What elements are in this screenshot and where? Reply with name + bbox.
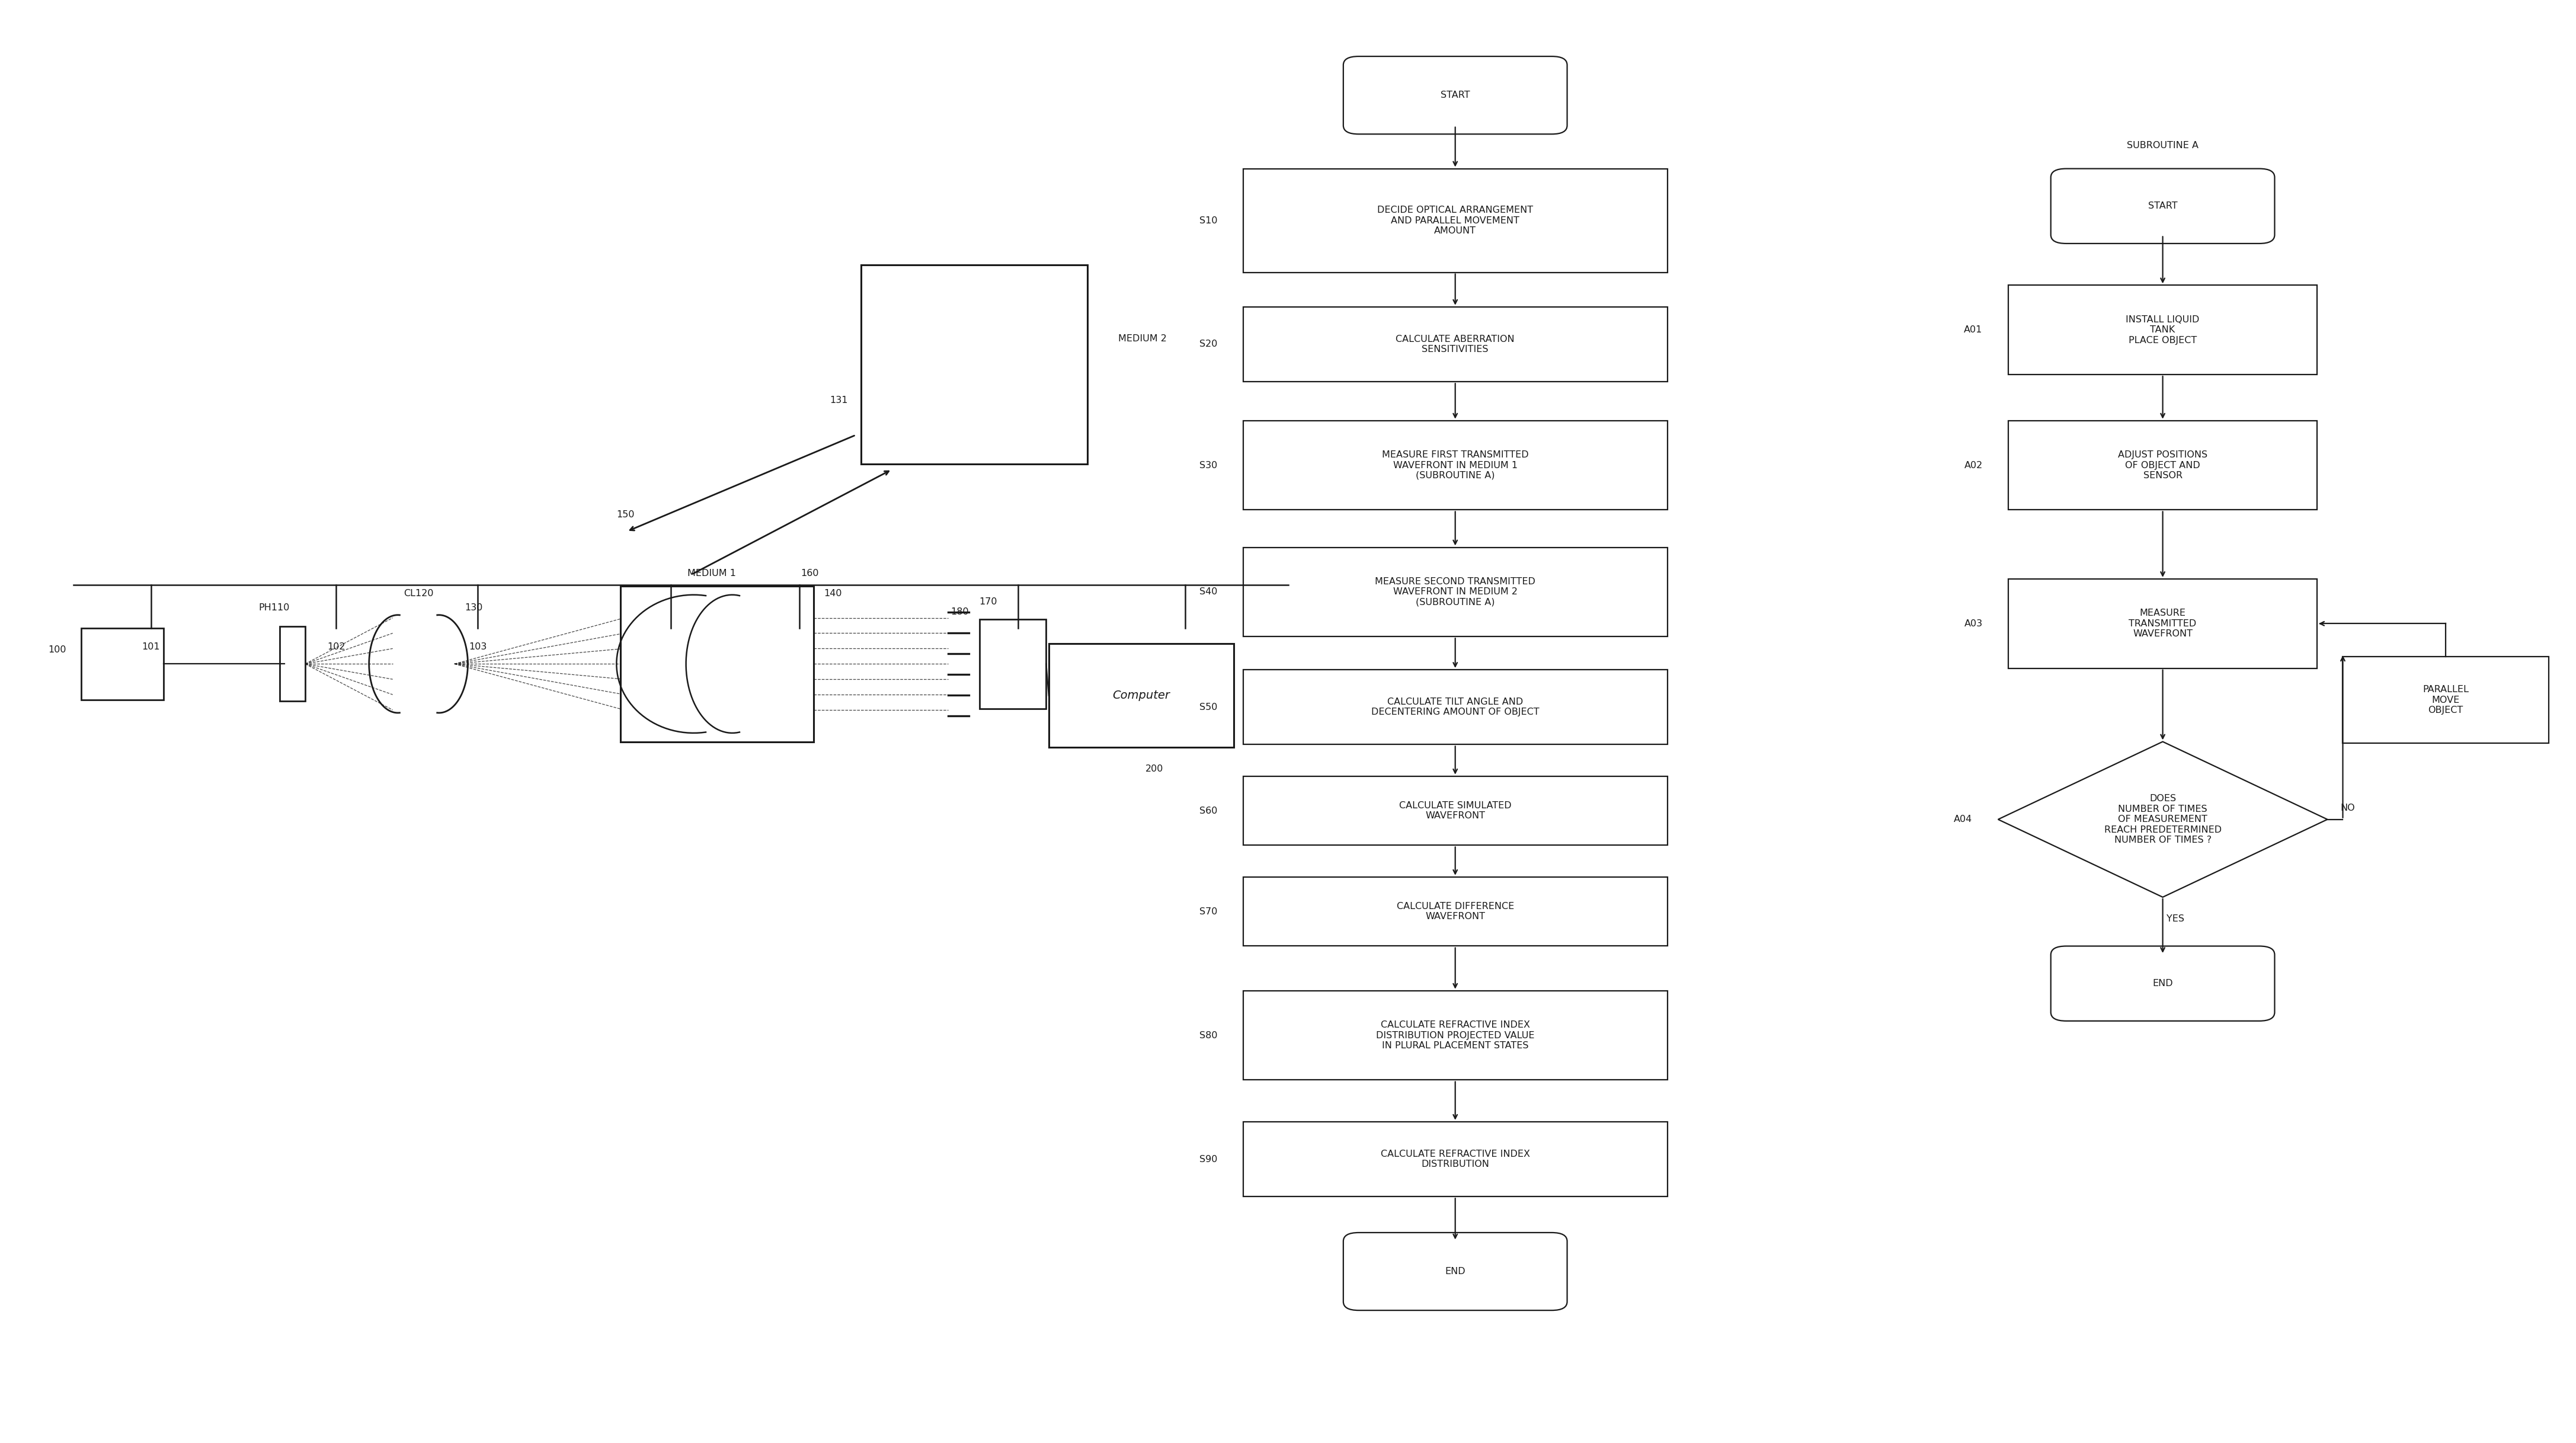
Text: S90: S90 <box>1200 1154 1218 1163</box>
Text: CALCULATE DIFFERENCE
WAVEFRONT: CALCULATE DIFFERENCE WAVEFRONT <box>1396 902 1515 921</box>
Text: YES: YES <box>2166 915 2184 924</box>
Text: 170: 170 <box>979 597 997 606</box>
Text: MEASURE
TRANSMITTED
WAVEFRONT: MEASURE TRANSMITTED WAVEFRONT <box>2128 609 2197 638</box>
Text: 131: 131 <box>829 395 848 405</box>
Bar <box>2342 657 2548 743</box>
Text: CALCULATE ABERRATION
SENSITIVITIES: CALCULATE ABERRATION SENSITIVITIES <box>1396 335 1515 354</box>
Polygon shape <box>1999 742 2326 898</box>
Text: DECIDE OPTICAL ARRANGEMENT
AND PARALLEL MOVEMENT
AMOUNT: DECIDE OPTICAL ARRANGEMENT AND PARALLEL … <box>1378 206 1533 235</box>
Text: S30: S30 <box>1200 460 1218 469</box>
Bar <box>1244 307 1667 382</box>
Text: MEASURE SECOND TRANSMITTED
WAVEFRONT IN MEDIUM 2
(SUBROUTINE A): MEASURE SECOND TRANSMITTED WAVEFRONT IN … <box>1376 577 1535 606</box>
Bar <box>1244 877 1667 947</box>
Text: 140: 140 <box>824 589 842 597</box>
Bar <box>621 586 814 742</box>
Text: S60: S60 <box>1200 807 1218 815</box>
Text: NO: NO <box>2339 804 2354 812</box>
Text: CALCULATE REFRACTIVE INDEX
DISTRIBUTION: CALCULATE REFRACTIVE INDEX DISTRIBUTION <box>1381 1150 1530 1169</box>
Bar <box>621 586 814 742</box>
Text: S80: S80 <box>1200 1030 1218 1040</box>
Bar <box>1244 1121 1667 1196</box>
Text: CALCULATE TILT ANGLE AND
DECENTERING AMOUNT OF OBJECT: CALCULATE TILT ANGLE AND DECENTERING AMO… <box>1370 697 1540 717</box>
Bar <box>2009 286 2316 375</box>
Text: PH110: PH110 <box>258 603 291 612</box>
Text: PARALLEL
MOVE
OBJECT: PARALLEL MOVE OBJECT <box>2421 685 2468 714</box>
Text: START: START <box>1440 91 1471 100</box>
Text: 100: 100 <box>49 645 67 654</box>
Text: ADJUST POSITIONS
OF OBJECT AND
SENSOR: ADJUST POSITIONS OF OBJECT AND SENSOR <box>2117 450 2208 481</box>
Bar <box>1244 776 1667 846</box>
Text: CALCULATE SIMULATED
WAVEFRONT: CALCULATE SIMULATED WAVEFRONT <box>1399 801 1512 821</box>
Bar <box>860 266 1087 463</box>
Bar <box>1048 644 1234 747</box>
Text: SUBROUTINE A: SUBROUTINE A <box>2128 141 2197 150</box>
FancyBboxPatch shape <box>2050 169 2275 244</box>
Bar <box>1244 547 1667 636</box>
Text: END: END <box>2154 980 2174 988</box>
Bar <box>2009 420 2316 509</box>
Text: MEDIUM 2: MEDIUM 2 <box>1118 335 1167 343</box>
Text: CALCULATE REFRACTIVE INDEX
DISTRIBUTION PROJECTED VALUE
IN PLURAL PLACEMENT STAT: CALCULATE REFRACTIVE INDEX DISTRIBUTION … <box>1376 1020 1535 1051</box>
Text: CL120: CL120 <box>404 589 433 597</box>
Bar <box>860 266 1087 463</box>
Text: END: END <box>1445 1267 1466 1276</box>
Text: MEDIUM 1: MEDIUM 1 <box>688 569 737 577</box>
Text: A03: A03 <box>1963 619 1984 628</box>
Bar <box>2009 579 2316 668</box>
Text: 103: 103 <box>469 642 487 651</box>
Text: INSTALL LIQUID
TANK
PLACE OBJECT: INSTALL LIQUID TANK PLACE OBJECT <box>2125 315 2200 345</box>
Bar <box>1244 670 1667 745</box>
Text: DOES
NUMBER OF TIMES
OF MEASUREMENT
REACH PREDETERMINED
NUMBER OF TIMES ?: DOES NUMBER OF TIMES OF MEASUREMENT REAC… <box>2105 794 2221 844</box>
Text: 180: 180 <box>951 608 969 616</box>
Text: S70: S70 <box>1200 908 1218 916</box>
Bar <box>1244 420 1667 509</box>
Text: S10: S10 <box>1200 216 1218 225</box>
Text: 101: 101 <box>142 642 160 651</box>
Text: 160: 160 <box>801 569 819 577</box>
Text: S50: S50 <box>1200 703 1218 711</box>
Text: 102: 102 <box>327 642 345 651</box>
FancyBboxPatch shape <box>1342 1232 1566 1310</box>
Text: START: START <box>2148 202 2177 211</box>
Bar <box>82 628 165 700</box>
Bar <box>281 626 304 701</box>
Text: A02: A02 <box>1963 460 1984 469</box>
FancyBboxPatch shape <box>1342 56 1566 134</box>
Text: A01: A01 <box>1963 326 1984 335</box>
Text: Computer: Computer <box>1113 690 1170 701</box>
Text: A04: A04 <box>1953 815 1973 824</box>
Bar <box>1244 991 1667 1079</box>
Bar <box>979 619 1046 709</box>
Text: MEASURE FIRST TRANSMITTED
WAVEFRONT IN MEDIUM 1
(SUBROUTINE A): MEASURE FIRST TRANSMITTED WAVEFRONT IN M… <box>1381 450 1528 481</box>
Text: 150: 150 <box>616 511 634 519</box>
Text: S20: S20 <box>1200 341 1218 349</box>
Text: 130: 130 <box>464 603 482 612</box>
FancyBboxPatch shape <box>2050 947 2275 1022</box>
Text: 200: 200 <box>1146 765 1164 773</box>
Bar <box>1244 169 1667 273</box>
Text: S40: S40 <box>1200 587 1218 596</box>
